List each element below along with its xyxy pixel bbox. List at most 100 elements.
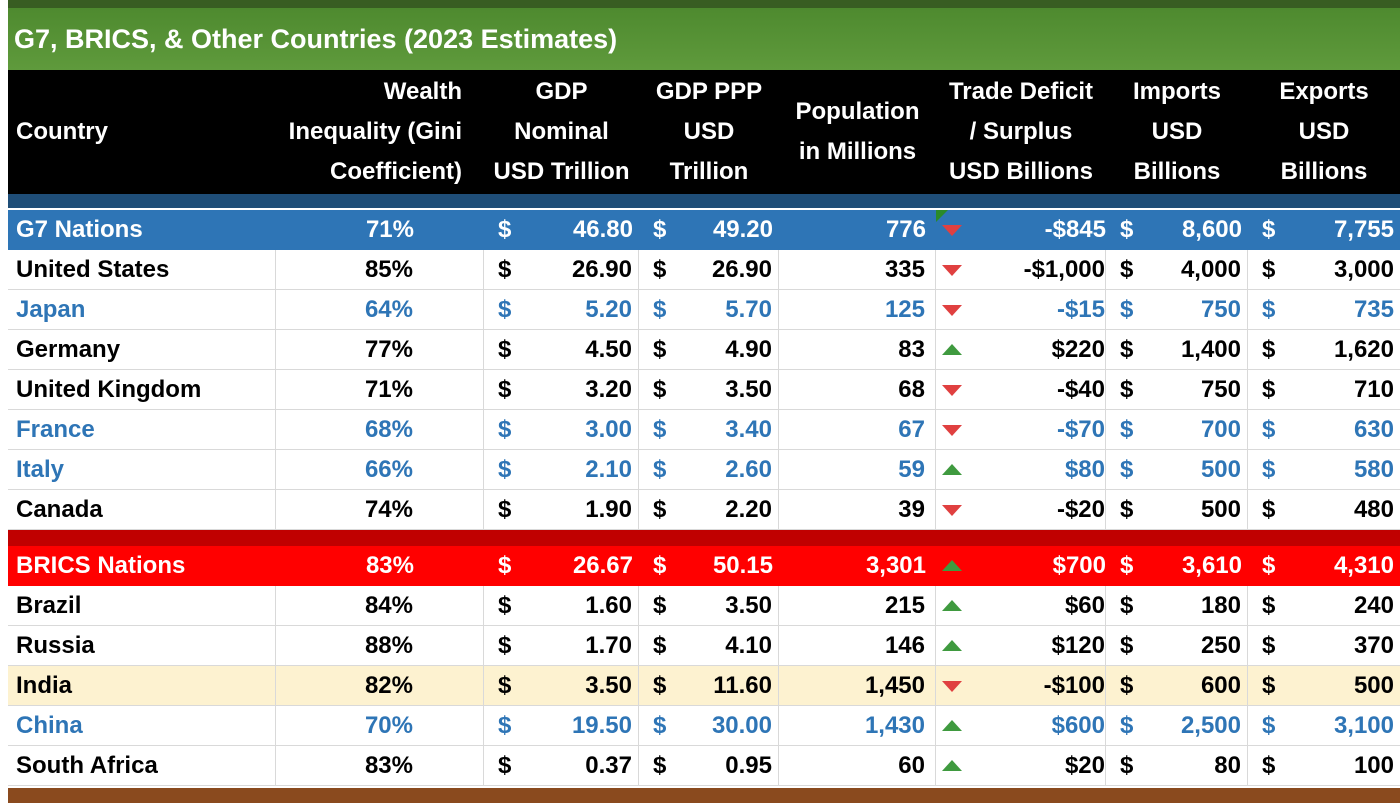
header-line: USD [1151, 118, 1203, 145]
header-line: Coefficient) [330, 158, 462, 185]
header-line: Trillion [669, 158, 749, 185]
group-summary-row: BRICS Nations 83% $26.67 $50.15 3,301 $700 $3,… [8, 546, 1400, 586]
trade-balance-cell: $600 [936, 706, 1106, 746]
currency-symbol: $ [653, 416, 667, 443]
country-cell: BRICS Nations [16, 552, 186, 579]
g7-section-band [8, 194, 1400, 208]
header-exports: Exports USD Billions [1248, 70, 1400, 194]
gdp-ppp-cell: $2.60 [639, 450, 779, 490]
cell-value: 480 [1353, 496, 1394, 523]
cell-value: 1,400 [1180, 336, 1241, 363]
country-cell: Canada [8, 490, 276, 530]
cell-value: $220 [1051, 336, 1105, 363]
currency-symbol: $ [498, 712, 512, 739]
header-line: Billions [1280, 158, 1368, 185]
header-line: / Surplus [969, 118, 1073, 145]
population-cell: 3,301 [865, 552, 926, 579]
table-row: Canada 74% $1.90 $2.20 39 -$20 $500 $480 [8, 490, 1400, 530]
population-cell: 39 [779, 490, 936, 530]
table-title: G7, BRICS, & Other Countries (2023 Estim… [8, 8, 1400, 70]
currency-symbol: $ [653, 632, 667, 659]
gdp-nominal-cell: $46.80 [484, 210, 639, 250]
cell-value: 3,000 [1333, 256, 1394, 283]
cell-value: $80 [1064, 456, 1105, 483]
arrow-down-icon [942, 425, 962, 436]
bottom-accent-band [8, 788, 1400, 803]
currency-symbol: $ [653, 712, 667, 739]
header-line: Billions [1133, 158, 1221, 185]
gini-cell: 70% [276, 706, 484, 746]
imports-cell: $3,610 [1106, 546, 1248, 586]
currency-symbol: $ [1120, 256, 1134, 283]
cell-value: 4,000 [1180, 256, 1241, 283]
header-line: Wealth [383, 78, 462, 105]
currency-symbol: $ [1120, 296, 1134, 323]
header-line: Exports [1279, 78, 1369, 105]
cell-value: 500 [1200, 456, 1241, 483]
cell-value: -$40 [1056, 376, 1105, 403]
population-cell: 1,430 [779, 706, 936, 746]
cell-value: -$100 [1043, 672, 1105, 699]
exports-cell: $710 [1248, 370, 1400, 410]
trade-balance-cell: $20 [936, 746, 1106, 786]
population-cell: 215 [779, 586, 936, 626]
gdp-nominal-cell: $1.90 [484, 490, 639, 530]
cell-value: -$845 [1044, 216, 1106, 243]
currency-symbol: $ [1120, 712, 1134, 739]
gdp-nominal-cell: $3.00 [484, 410, 639, 450]
exports-cell: $580 [1248, 450, 1400, 490]
cell-value: 3.00 [585, 416, 632, 443]
cell-value: 49.20 [712, 216, 773, 243]
header-line: Trade Deficit [948, 78, 1094, 105]
cell-value: 3.50 [725, 592, 772, 619]
cell-value: 700 [1200, 416, 1241, 443]
cell-value: 4.50 [585, 336, 632, 363]
arrow-down-icon [942, 385, 962, 396]
arrow-up-icon [942, 560, 962, 571]
country-cell: France [8, 410, 276, 450]
currency-symbol: $ [1120, 672, 1134, 699]
header-population: Population in Millions [779, 70, 936, 194]
trade-balance-cell: -$70 [936, 410, 1106, 450]
gdp-nominal-cell: $26.90 [484, 250, 639, 290]
population-cell: 1,450 [779, 666, 936, 706]
gdp-nominal-cell: $26.67 [484, 546, 639, 586]
imports-cell: $700 [1106, 410, 1248, 450]
gdp-nominal-cell: $19.50 [484, 706, 639, 746]
header-imports: Imports USD Billions [1106, 70, 1248, 194]
gini-cell: 71% [365, 216, 414, 243]
currency-symbol: $ [1120, 336, 1134, 363]
cell-value: 8,600 [1181, 216, 1242, 243]
cell-value: 26.90 [711, 256, 772, 283]
header-country: Country [8, 70, 276, 194]
currency-symbol: $ [1120, 592, 1134, 619]
cell-value: 5.70 [725, 296, 772, 323]
gdp-ppp-cell: $50.15 [639, 546, 779, 586]
cell-value: 1.60 [585, 592, 632, 619]
gini-cell: 85% [276, 250, 484, 290]
arrow-up-icon [942, 464, 962, 475]
table-row: Russia 88% $1.70 $4.10 146 $120 $250 $370 [8, 626, 1400, 666]
currency-symbol: $ [1262, 632, 1276, 659]
table-row: China 70% $19.50 $30.00 1,430 $600 $2,500 $3,10… [8, 706, 1400, 746]
cell-value: -$70 [1056, 416, 1105, 443]
cell-value: 4.90 [725, 336, 772, 363]
cell-value: 4,310 [1333, 552, 1394, 579]
country-cell: G7 Nations [16, 216, 143, 243]
gini-cell: 88% [276, 626, 484, 666]
imports-cell: $80 [1106, 746, 1248, 786]
arrow-up-icon [942, 600, 962, 611]
imports-cell: $500 [1106, 450, 1248, 490]
cell-value: -$15 [1056, 296, 1105, 323]
currency-symbol: $ [1120, 552, 1134, 579]
gdp-ppp-cell: $4.90 [639, 330, 779, 370]
cell-value: 750 [1200, 296, 1241, 323]
currency-symbol: $ [1262, 216, 1276, 243]
country-cell: Germany [8, 330, 276, 370]
population-cell: 125 [779, 290, 936, 330]
header-wealth-inequality: Wealth Inequality (Gini Coefficient) [276, 70, 484, 194]
cell-value: 100 [1353, 752, 1394, 779]
table-row: Italy 66% $2.10 $2.60 59 $80 $500 $580 [8, 450, 1400, 490]
gdp-ppp-cell: $4.10 [639, 626, 779, 666]
header-line: Nominal [514, 118, 609, 145]
